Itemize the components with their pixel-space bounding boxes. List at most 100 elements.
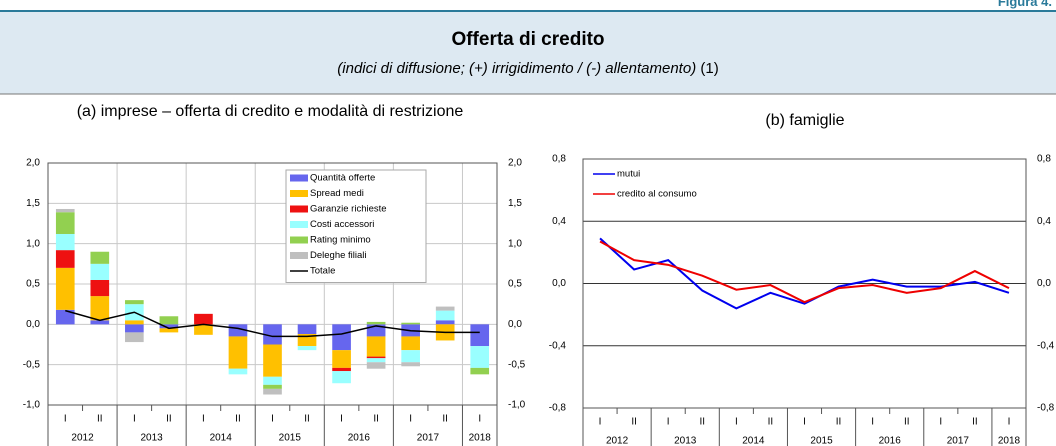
year-label: 2013 bbox=[140, 433, 163, 444]
y-tick-label: 0,8 bbox=[552, 154, 566, 165]
bar-segment bbox=[332, 324, 351, 351]
bar-segment bbox=[263, 324, 282, 345]
bar-segment bbox=[228, 368, 248, 375]
legend-label: Rating minimo bbox=[310, 235, 371, 246]
x-tick-label: I bbox=[1008, 417, 1011, 428]
legend-box bbox=[285, 169, 427, 283]
year-label: 2016 bbox=[348, 433, 371, 444]
title-band bbox=[0, 11, 1056, 94]
line bbox=[599, 237, 1010, 310]
legend-label: Spread medi bbox=[310, 188, 364, 199]
x-tick-label: I bbox=[599, 417, 602, 428]
legend-swatch bbox=[290, 174, 308, 182]
legend-swatch bbox=[290, 221, 308, 228]
x-tick-label: I bbox=[803, 417, 806, 428]
year-label: 2017 bbox=[947, 436, 970, 446]
x-tick-label: I bbox=[871, 417, 874, 428]
legend-label: mutui bbox=[617, 169, 640, 180]
x-tick-label: II bbox=[442, 414, 448, 425]
bar-segment bbox=[366, 321, 386, 325]
y-tick-label-right: 1,5 bbox=[508, 198, 522, 209]
bar-segment bbox=[332, 367, 351, 372]
bar-segment bbox=[125, 332, 144, 343]
bar-segment bbox=[90, 320, 110, 325]
x-tick-label: II bbox=[768, 417, 774, 428]
y-tick-label: 1,5 bbox=[26, 198, 40, 209]
plot-frame bbox=[582, 158, 1027, 409]
y-tick-label-right: 1,0 bbox=[508, 238, 522, 249]
bar-segment bbox=[366, 356, 386, 359]
bar-segment bbox=[263, 376, 282, 385]
bar-segment bbox=[263, 388, 282, 395]
x-tick-label: I bbox=[409, 414, 412, 425]
bar-segment bbox=[159, 324, 179, 329]
bar-segment bbox=[332, 350, 351, 368]
year-label: 2015 bbox=[810, 436, 833, 446]
year-label: 2018 bbox=[998, 436, 1021, 446]
bar-segment bbox=[401, 336, 420, 351]
y-tick-label-right: -0,4 bbox=[1037, 340, 1055, 351]
legend-swatch bbox=[290, 205, 308, 213]
bar-segment bbox=[366, 362, 386, 369]
bar-segment bbox=[263, 344, 282, 377]
y-tick-label-right: 2,0 bbox=[508, 158, 522, 169]
line bbox=[599, 240, 1010, 304]
x-tick-label: I bbox=[735, 417, 738, 428]
x-tick-label: II bbox=[836, 417, 842, 428]
page-title: Offerta di credito bbox=[451, 29, 605, 50]
y-tick-label: -0,8 bbox=[549, 403, 567, 414]
year-label: 2017 bbox=[417, 433, 440, 444]
y-tick-label-right: 0,0 bbox=[508, 319, 522, 330]
bar-segment bbox=[435, 320, 455, 325]
year-label: 2018 bbox=[469, 433, 492, 444]
legend-label: Garanzie richieste bbox=[310, 204, 387, 215]
x-tick-label: I bbox=[64, 414, 67, 425]
legend-swatch bbox=[290, 252, 308, 259]
x-tick-label: II bbox=[373, 414, 379, 425]
y-tick-label: 2,0 bbox=[26, 158, 40, 169]
year-label: 2013 bbox=[674, 436, 697, 446]
y-tick-label: -1,0 bbox=[23, 400, 41, 411]
year-label: 2012 bbox=[71, 433, 94, 444]
subtitle: (indici di diffusione; (+) irrigidimento… bbox=[337, 60, 697, 77]
x-tick-label: II bbox=[699, 417, 705, 428]
year-label: 2014 bbox=[210, 433, 233, 444]
y-tick-label: 1,0 bbox=[26, 238, 40, 249]
bar-segment bbox=[297, 324, 317, 335]
bar-segment bbox=[55, 212, 75, 234]
year-label: 2016 bbox=[879, 436, 902, 446]
bar-segment bbox=[90, 279, 110, 297]
legend-label: credito al consumo bbox=[617, 189, 697, 200]
bar-segment bbox=[228, 336, 248, 369]
bar-segment bbox=[470, 346, 490, 368]
chart-title: (b) famiglie bbox=[765, 112, 845, 129]
x-tick-label: II bbox=[904, 417, 910, 428]
legend-label: Totale bbox=[310, 266, 335, 277]
y-tick-label: 0,5 bbox=[26, 279, 40, 290]
y-tick-label: 0,4 bbox=[552, 216, 566, 227]
y-tick-label: -0,4 bbox=[549, 340, 567, 351]
year-label: 2012 bbox=[606, 436, 629, 446]
line bbox=[65, 309, 480, 338]
legend-swatch bbox=[290, 190, 308, 197]
legend-label: Deleghe filiali bbox=[310, 250, 367, 261]
bar-segment bbox=[332, 371, 351, 384]
bar-segment bbox=[55, 208, 75, 213]
bar-segment bbox=[401, 350, 420, 363]
bar-segment bbox=[401, 322, 420, 325]
x-tick-label: I bbox=[271, 414, 274, 425]
y-tick-label-right: 0,5 bbox=[508, 279, 522, 290]
bar-segment bbox=[55, 250, 75, 268]
bar-segment bbox=[194, 313, 213, 325]
legend-label: Quantità offerte bbox=[310, 173, 375, 184]
x-tick-label: II bbox=[972, 417, 978, 428]
bar-segment bbox=[125, 300, 144, 305]
x-tick-label: II bbox=[166, 414, 172, 425]
bar-segment bbox=[470, 324, 490, 347]
y-tick-label-right: 0,0 bbox=[1037, 278, 1051, 289]
bar-segment bbox=[55, 267, 75, 310]
bar-segment bbox=[263, 384, 282, 389]
bar-segment bbox=[90, 296, 110, 321]
bar-segment bbox=[470, 367, 490, 375]
